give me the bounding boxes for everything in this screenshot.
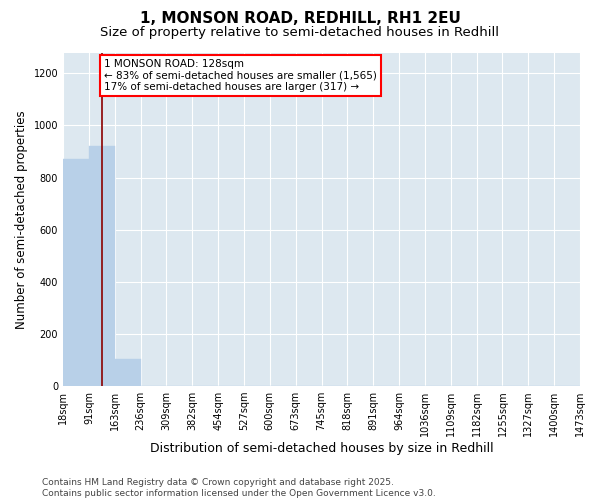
Text: 1, MONSON ROAD, REDHILL, RH1 2EU: 1, MONSON ROAD, REDHILL, RH1 2EU: [140, 11, 460, 26]
Bar: [63, 160, 89, 386]
Text: Size of property relative to semi-detached houses in Redhill: Size of property relative to semi-detach…: [101, 26, 499, 39]
Text: Contains HM Land Registry data © Crown copyright and database right 2025.
Contai: Contains HM Land Registry data © Crown c…: [42, 478, 436, 498]
Text: 1 MONSON ROAD: 128sqm
← 83% of semi-detached houses are smaller (1,565)
17% of s: 1 MONSON ROAD: 128sqm ← 83% of semi-deta…: [104, 59, 377, 92]
Bar: [89, 146, 115, 386]
X-axis label: Distribution of semi-detached houses by size in Redhill: Distribution of semi-detached houses by …: [150, 442, 493, 455]
Bar: [115, 358, 140, 386]
Y-axis label: Number of semi-detached properties: Number of semi-detached properties: [15, 110, 28, 328]
